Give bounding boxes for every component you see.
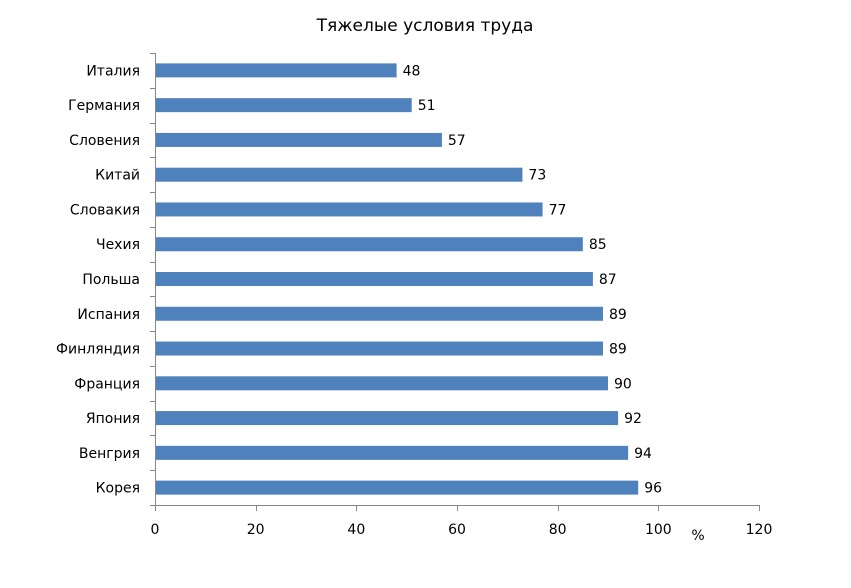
- data-label: 85: [589, 237, 607, 253]
- data-label: 87: [599, 272, 617, 288]
- x-tick-label: 80: [549, 522, 567, 538]
- bar: [156, 63, 397, 78]
- category-label: Германия: [68, 98, 140, 114]
- bar: [156, 98, 412, 113]
- category-label: Франция: [74, 376, 140, 392]
- data-label: 94: [634, 446, 652, 462]
- bar: [156, 132, 442, 147]
- data-label: 90: [614, 376, 632, 392]
- x-tick-label: 120: [746, 522, 773, 538]
- bar: [156, 376, 608, 391]
- category-label: Финляндия: [56, 342, 140, 358]
- bar: [156, 480, 639, 495]
- chart-title: Тяжелые условия труда: [316, 16, 534, 36]
- data-label: 73: [528, 168, 546, 184]
- category-label: Япония: [86, 411, 140, 427]
- category-label: Китай: [95, 168, 140, 184]
- category-label: Польша: [82, 272, 140, 288]
- data-label: 51: [418, 98, 436, 114]
- bar: [156, 202, 543, 217]
- bar: [156, 445, 629, 460]
- data-label: 77: [549, 202, 567, 218]
- category-label: Словения: [69, 133, 140, 149]
- data-label: 96: [644, 481, 662, 497]
- data-label: 89: [609, 307, 627, 323]
- category-label: Италия: [86, 63, 140, 79]
- data-label: 57: [448, 133, 466, 149]
- category-label: Испания: [77, 307, 140, 323]
- x-tick-label: 0: [151, 522, 160, 538]
- x-axis-label: %: [691, 528, 704, 544]
- category-label: Корея: [96, 481, 140, 497]
- category-label: Словакия: [70, 202, 140, 218]
- data-label: 92: [624, 411, 642, 427]
- plot-area: 0 20 40 60 80 100 120 Италия 48 Германия 51 Словени…: [56, 53, 772, 538]
- category-label: Чехия: [96, 237, 140, 253]
- bar: [156, 237, 583, 252]
- bar: [156, 411, 619, 426]
- bar: [156, 167, 523, 182]
- x-tick-label: 60: [448, 522, 466, 538]
- x-tick-label: 40: [347, 522, 365, 538]
- x-tick-label: 100: [645, 522, 672, 538]
- bar: [156, 341, 603, 356]
- bar: [156, 272, 593, 286]
- category-label: Венгрия: [79, 446, 140, 462]
- bar: [156, 306, 603, 321]
- x-tick-label: 20: [247, 522, 265, 538]
- data-label: 48: [403, 63, 421, 79]
- data-label: 89: [609, 342, 627, 358]
